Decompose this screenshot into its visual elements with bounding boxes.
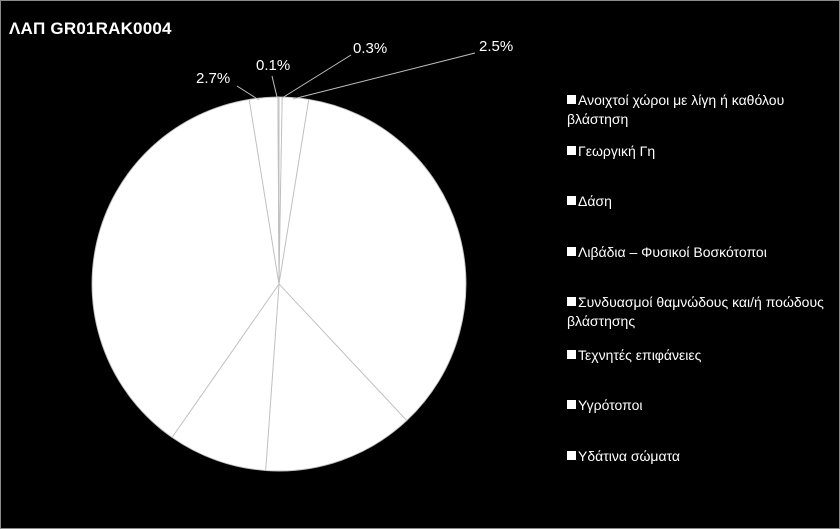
legend-label: Συνδυασμοί θαμνώδους και/ή ποώδους βλάστ…	[567, 294, 824, 329]
legend-label: Λιβάδια – Φυσικοί Βοσκότοποι	[578, 244, 767, 260]
data-label: 0.1%	[256, 57, 290, 74]
pie-slice	[277, 96, 280, 285]
leader-line	[281, 54, 352, 99]
legend-item: Τεχνητές επιφάνειες	[567, 346, 835, 365]
legend-item: Ανοιχτοί χώροι με λίγη ή καθόλου βλάστησ…	[567, 91, 835, 129]
legend-swatch	[567, 451, 576, 460]
legend-swatch	[567, 247, 576, 256]
leader-line	[236, 85, 260, 101]
legend-swatch	[567, 146, 576, 155]
leader-line	[292, 52, 476, 100]
legend-item: Συνδυασμοί θαμνώδους και/ή ποώδους βλάστ…	[567, 293, 835, 331]
legend-swatch	[567, 196, 576, 205]
legend-swatch	[567, 297, 576, 306]
legend-item: Υδάτινα σώματα	[567, 447, 835, 466]
legend-label: Δάση	[578, 193, 612, 209]
chart-title: ΛΑΠ GR01RAK0004	[9, 19, 172, 38]
legend-label: Τεχνητές επιφάνειες	[578, 347, 702, 363]
legend-item: Υγρότοποι	[567, 396, 835, 415]
legend-item: Γεωργική Γη	[567, 142, 835, 161]
legend-label: Υδάτινα σώματα	[578, 448, 681, 464]
legend-swatch	[567, 95, 576, 104]
legend-swatch	[567, 350, 576, 359]
legend-label: Υγρότοποι	[578, 397, 643, 413]
data-label: 2.7%	[196, 70, 230, 87]
leader-line	[271, 75, 278, 98]
pie-slice	[91, 98, 280, 439]
legend-item: Λιβάδια – Φυσικοί Βοσκότοποι	[567, 243, 835, 262]
data-label: 0.3%	[353, 40, 387, 57]
pie-slice	[278, 98, 467, 422]
data-label: 2.5%	[479, 38, 513, 55]
legend-swatch	[567, 400, 576, 409]
pie-slice	[171, 282, 280, 472]
legend-label: Ανοιχτοί χώροι με λίγη ή καθόλου βλάστησ…	[567, 92, 785, 127]
legend-item: Δάση	[567, 192, 835, 211]
pie-slice	[265, 282, 408, 472]
legend-label: Γεωργική Γη	[578, 143, 656, 159]
